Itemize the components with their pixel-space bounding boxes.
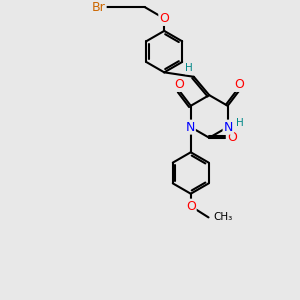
Text: H: H (236, 118, 244, 128)
Text: CH₃: CH₃ (214, 212, 233, 222)
Text: Br: Br (92, 1, 106, 14)
Text: N: N (185, 121, 195, 134)
Text: O: O (159, 12, 169, 25)
Text: N: N (224, 121, 233, 134)
Text: H: H (185, 64, 193, 74)
Text: O: O (186, 200, 196, 213)
Text: O: O (175, 78, 184, 91)
Text: O: O (227, 131, 237, 144)
Text: O: O (234, 78, 244, 91)
